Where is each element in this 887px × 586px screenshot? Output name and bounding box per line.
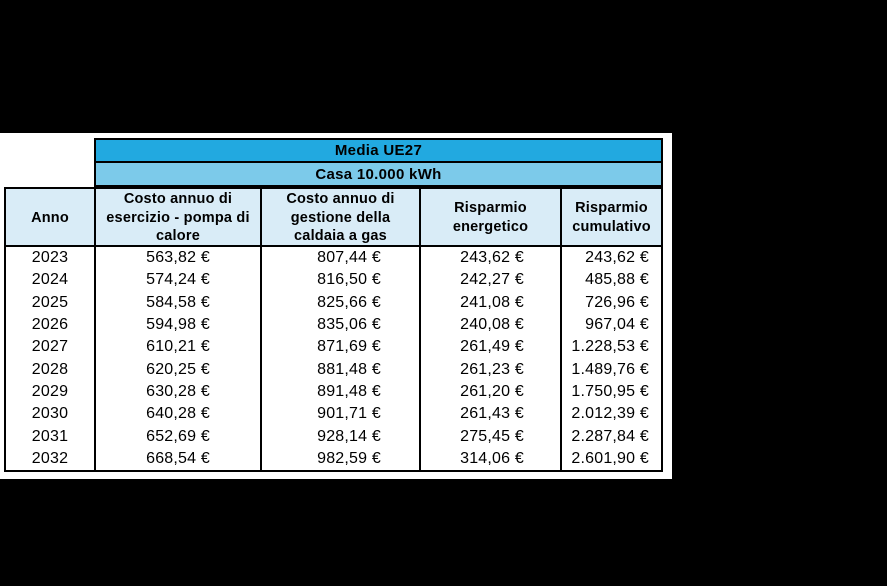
value-cell: 2.287,84 € <box>571 427 649 445</box>
value-cell: 1.750,95 € <box>571 382 649 400</box>
value-cell: 563,82 € <box>96 247 262 270</box>
value-cell: 275,45 € <box>421 425 562 448</box>
value-cell: 807,44 € <box>262 247 421 270</box>
value-cell: 825,66 € <box>262 291 421 314</box>
value-cell: 881,48 € <box>262 358 421 381</box>
year-cell: 2030 <box>6 403 96 426</box>
value-cell: 243,62 € <box>421 247 562 270</box>
value-cell: 574,24 € <box>96 269 262 292</box>
value-cell: 242,27 € <box>421 269 562 292</box>
year-cell: 2031 <box>6 425 96 448</box>
value-cell: 584,58 € <box>96 291 262 314</box>
subregion-header-cell: Casa 10.000 kWh <box>94 163 663 187</box>
value-cell: 261,23 € <box>421 358 562 381</box>
value-cell: 240,08 € <box>421 313 562 337</box>
value-cell: 594,98 € <box>96 313 262 337</box>
value-cell: 816,50 € <box>262 269 421 292</box>
value-cell: 241,08 € <box>421 291 562 314</box>
year-cell: 2028 <box>6 358 96 381</box>
value-cell: 982,59 € <box>262 447 421 470</box>
year-cell: 2032 <box>6 447 96 470</box>
column-header-label: Anno <box>31 209 69 226</box>
column-header-label: Costo annuo di esercizio - pompa di calo… <box>106 191 250 245</box>
value-cell: 261,43 € <box>421 403 562 426</box>
column-header-label: Risparmio cumulativo <box>572 200 651 235</box>
year-cell: 2027 <box>6 336 96 359</box>
value-cell: 901,71 € <box>262 403 421 426</box>
year-cell: 2024 <box>6 269 96 292</box>
region-header-label: Media UE27 <box>334 142 423 159</box>
subregion-header-label: Casa 10.000 kWh <box>315 165 442 183</box>
value-cell: 261,49 € <box>421 336 562 359</box>
column-header-pompa-di-calore: Costo annuo di esercizio - pompa di calo… <box>96 189 262 247</box>
value-cell: 891,48 € <box>262 380 421 404</box>
value-cell: 2.601,90 € <box>571 449 649 467</box>
value-cell: 314,06 € <box>421 447 562 470</box>
column-header-risparmio-energetico: Risparmio energetico <box>421 189 562 247</box>
data-rows: 2023 563,82 €807,44 €243,62 €243,62 €2024… <box>4 247 663 472</box>
value-cell: 261,20 € <box>421 380 562 404</box>
value-cell: 928,14 € <box>262 425 421 448</box>
value-cell: 640,28 € <box>96 403 262 426</box>
column-header-row: Anno Costo annuo di esercizio - pompa di… <box>4 187 663 247</box>
value-cell: 610,21 € <box>96 336 262 359</box>
value-cell: 630,28 € <box>96 380 262 404</box>
value-cell: 243,62 € <box>585 249 649 267</box>
value-cell: 668,54 € <box>96 447 262 470</box>
column-header-risparmio-cumulativo: Risparmio cumulativo <box>562 189 661 247</box>
value-cell: 485,88 € <box>585 271 649 289</box>
column-header-caldaia-a-gas: Costo annuo di gestione della caldaia a … <box>262 189 421 247</box>
column-header-label: Costo annuo di gestione della caldaia a … <box>286 191 395 245</box>
value-cell: 620,25 € <box>96 358 262 381</box>
region-header-cell: Media UE27 <box>94 138 663 163</box>
value-cell: 2.012,39 € <box>571 405 649 423</box>
value-cell: 967,04 € <box>585 316 649 334</box>
column-header-anno: Anno <box>6 189 96 247</box>
value-cell: 726,96 € <box>585 293 649 311</box>
value-cell: 652,69 € <box>96 425 262 448</box>
year-cell: 2029 <box>6 380 96 404</box>
year-cell: 2023 <box>6 247 96 270</box>
column-header-label: Risparmio energetico <box>452 200 529 235</box>
value-cell: 835,06 € <box>262 313 421 337</box>
value-cell: 1.228,53 € <box>571 338 649 356</box>
document-page: Media UE27 Casa 10.000 kWh Anno Costo an… <box>0 133 672 479</box>
value-cell: 1.489,76 € <box>571 360 649 378</box>
value-cell: 871,69 € <box>262 336 421 359</box>
year-cell: 2025 <box>6 291 96 314</box>
year-cell: 2026 <box>6 313 96 337</box>
